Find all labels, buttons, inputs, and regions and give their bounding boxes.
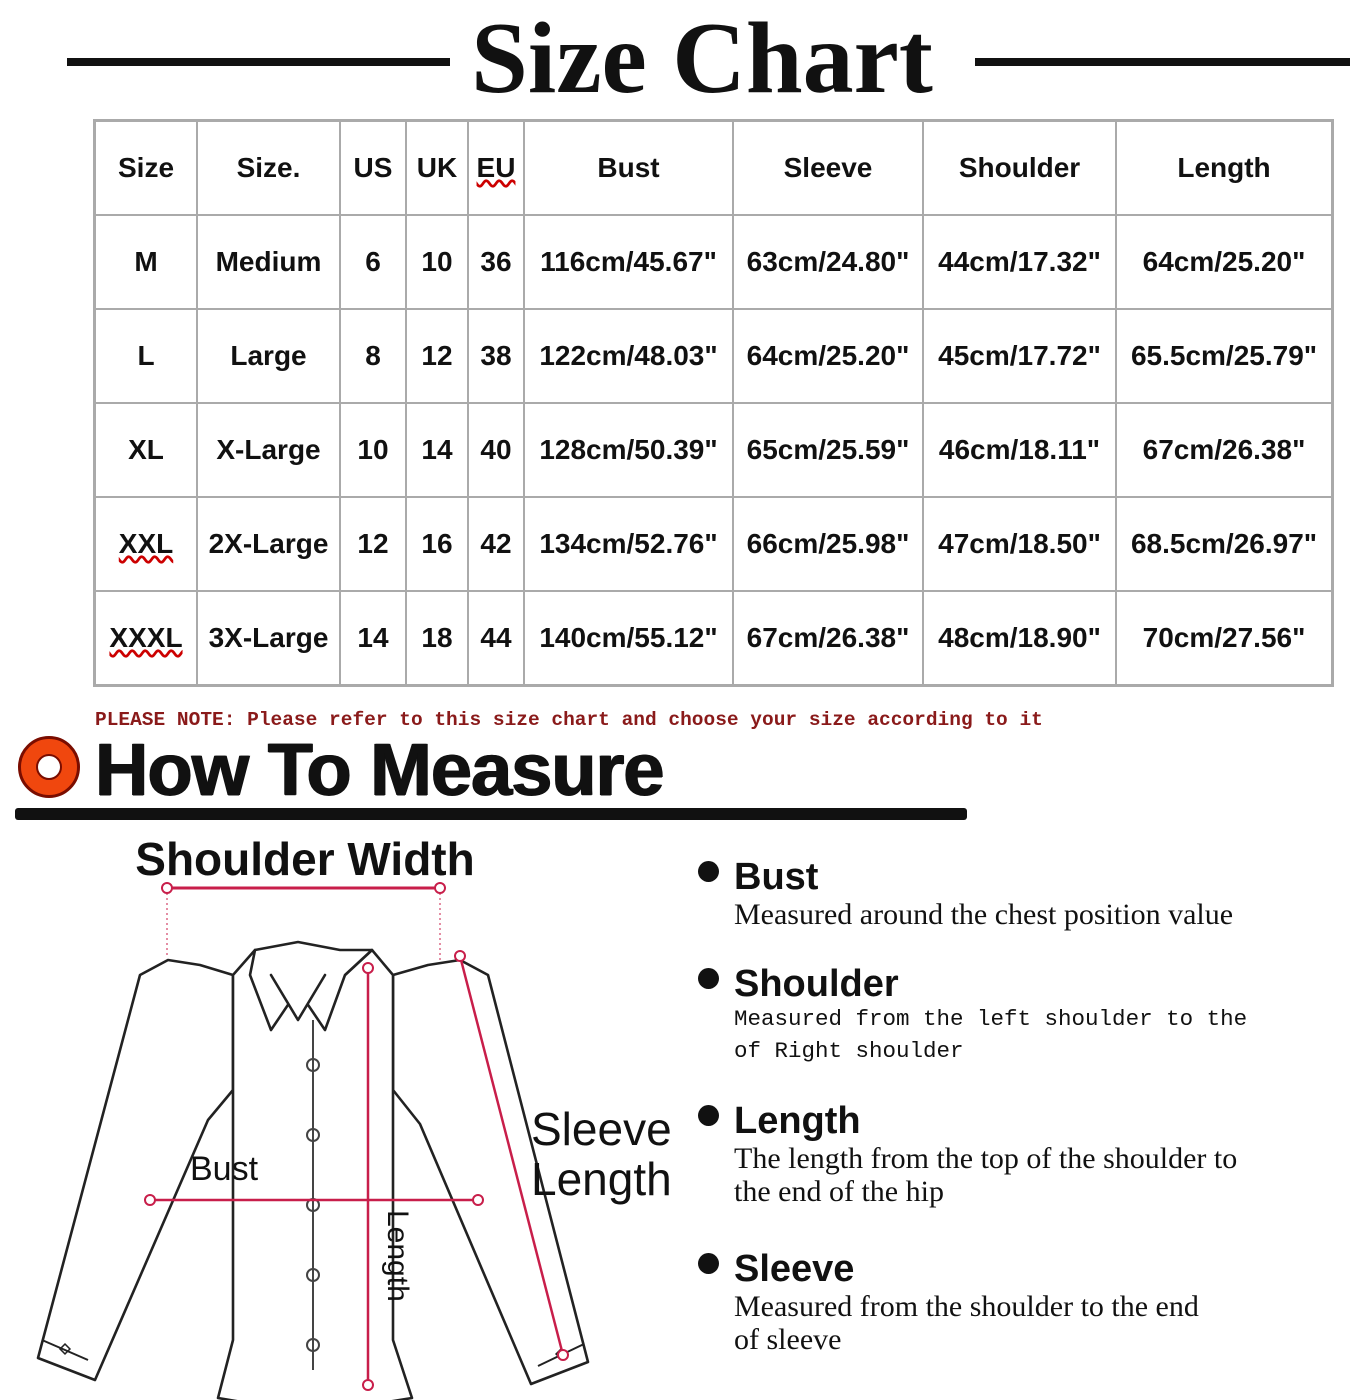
svg-text:Bust: Bust	[190, 1150, 259, 1188]
svg-text:Sleeve: Sleeve	[531, 1103, 672, 1155]
svg-text:Length: Length	[381, 1210, 414, 1302]
svg-text:Length: Length	[531, 1153, 672, 1205]
